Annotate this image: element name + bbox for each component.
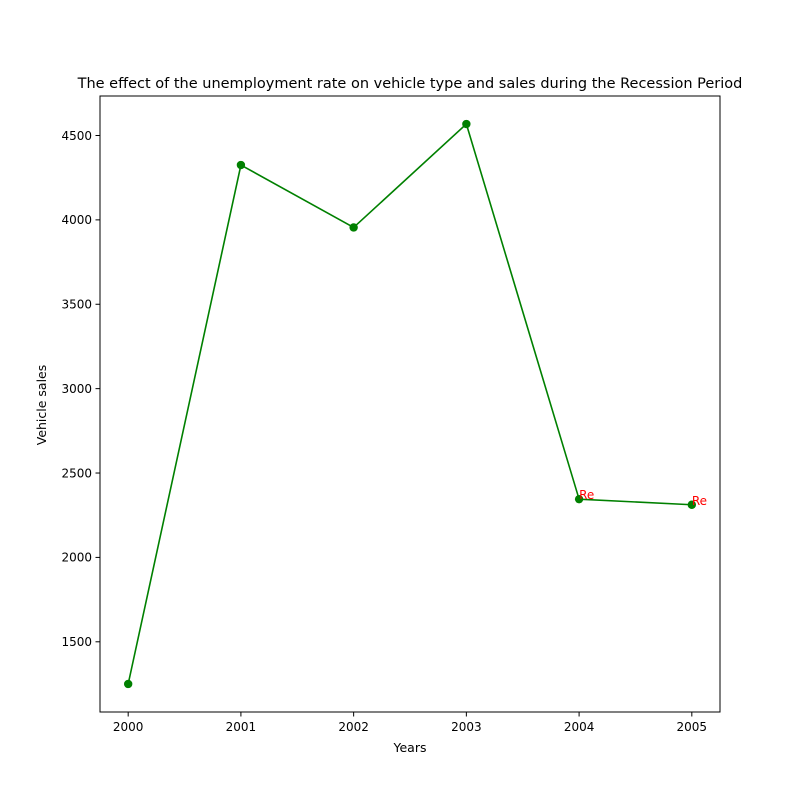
data-annotation: Re	[692, 494, 707, 508]
y-tick-label: 1500	[61, 635, 92, 649]
y-tick-label: 2000	[61, 551, 92, 565]
x-tick-label: 2005	[677, 720, 708, 734]
y-tick-label: 4000	[61, 213, 92, 227]
data-point	[687, 500, 697, 509]
plot-frame	[99, 95, 721, 713]
y-tick-label: 3500	[61, 298, 92, 312]
y-axis-label: Vehicle sales	[34, 365, 49, 446]
data-point	[349, 223, 358, 232]
axis-ticks: 2000 2001 2002 2003 2004 2005 1500 2000 2500 3000…	[61, 129, 707, 734]
x-tick-label: 2001	[226, 720, 257, 734]
data-point	[462, 119, 471, 129]
x-axis-label: Years	[393, 740, 427, 755]
y-tick-label: 2500	[61, 466, 92, 480]
x-tick-label: 2000	[113, 720, 144, 734]
x-tick-label: 2002	[338, 720, 369, 734]
x-tick-label: 2004	[564, 720, 595, 734]
x-tick-label: 2003	[451, 720, 482, 734]
data-point	[123, 679, 133, 689]
y-tick-label: 4500	[61, 129, 92, 143]
data-point	[236, 160, 246, 170]
data-annotations: Re Re	[579, 488, 707, 508]
data-point	[574, 494, 584, 504]
y-tick-label: 3000	[61, 382, 92, 396]
data-series	[123, 119, 697, 689]
chart-title: The effect of the unemployment rate on v…	[77, 76, 743, 92]
series-line	[127, 123, 692, 685]
data-annotation: Re	[579, 488, 594, 502]
